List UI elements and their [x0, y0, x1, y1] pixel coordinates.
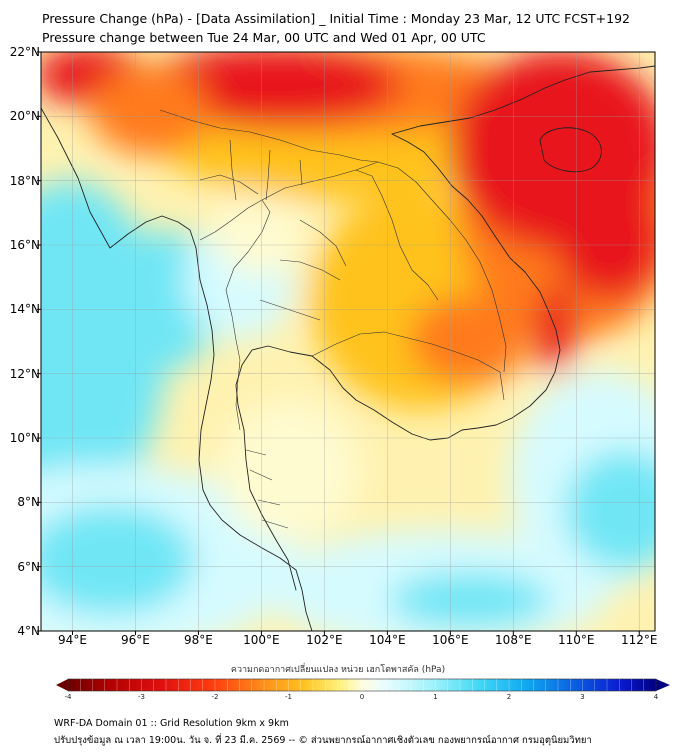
legend-tick-label: -4	[64, 693, 72, 701]
border-cambodia	[311, 331, 505, 401]
pressure-field	[41, 52, 655, 631]
colorbar	[56, 678, 670, 692]
lon-label: 110°E	[558, 633, 595, 647]
legend-tick-label: -2	[211, 693, 219, 701]
legend-tick-label: 4	[653, 693, 659, 701]
footer-model-info: WRF-DA Domain 01 :: Grid Resolution 9km …	[54, 718, 289, 729]
lon-label: 98°E	[183, 633, 213, 647]
map-title: Pressure Change (hPa) - [Data Assimilati…	[42, 11, 630, 26]
coastline-malay-east	[243, 429, 297, 591]
lat-label: 10°N	[9, 431, 40, 445]
border-thailand-laos	[261, 169, 439, 301]
lat-label: 14°N	[9, 302, 40, 317]
coastline-thai-gulf	[209, 504, 313, 631]
lat-label: 16°N	[9, 238, 40, 252]
lat-label: 8°N	[17, 495, 40, 510]
legend-tick-label: 1	[433, 693, 438, 701]
map-frame	[40, 51, 656, 632]
map-subtitle: Pressure change between Tue 24 Mar, 00 U…	[42, 30, 486, 45]
legend-tick-label: 0	[359, 693, 365, 701]
lat-label: 6°N	[17, 559, 40, 574]
lon-label: 100°E	[243, 633, 280, 647]
lon-label: 94°E	[58, 633, 87, 647]
legend-tick-label: 2	[506, 693, 512, 701]
lon-label: 106°E	[432, 633, 469, 647]
lon-label: 102°E	[306, 633, 343, 647]
coastline-myanmar	[41, 107, 215, 506]
footer-update-credit: ปรับปรุงข้อมูล ณ เวลา 19:00น. วัน จ. ที่…	[54, 735, 592, 746]
coastline-china	[391, 65, 655, 135]
lat-label: 4°N	[17, 624, 40, 638]
lat-label: 12°N	[9, 366, 40, 381]
coastline-hainan	[539, 127, 602, 173]
legend-tick-label: -1	[285, 693, 292, 701]
legend-title: ความกดอากาศเปลี่ยนแปลง หน่วย เฮกโตพาสคัล…	[230, 665, 446, 675]
border-china-north	[159, 109, 379, 163]
legend-tick-label: -3	[138, 693, 145, 701]
legend-tick-label: 3	[580, 693, 585, 701]
lat-label: 22°N	[9, 45, 40, 59]
border-laos-vietnam	[355, 161, 507, 373]
border-provinces-a	[199, 139, 347, 321]
border-thailand-myanmar	[199, 199, 271, 431]
colorbar-min-arrow	[56, 679, 68, 691]
colorbar-max-arrow	[656, 679, 670, 691]
lon-label: 96°E	[121, 633, 150, 647]
lat-label: 20°N	[9, 109, 40, 124]
lon-label: 104°E	[369, 633, 406, 647]
lat-label: 18°N	[9, 173, 40, 188]
coastline-gulf-of-thailand	[235, 133, 561, 441]
lon-label: 112°E	[621, 633, 658, 647]
lon-label: 108°E	[495, 633, 532, 647]
